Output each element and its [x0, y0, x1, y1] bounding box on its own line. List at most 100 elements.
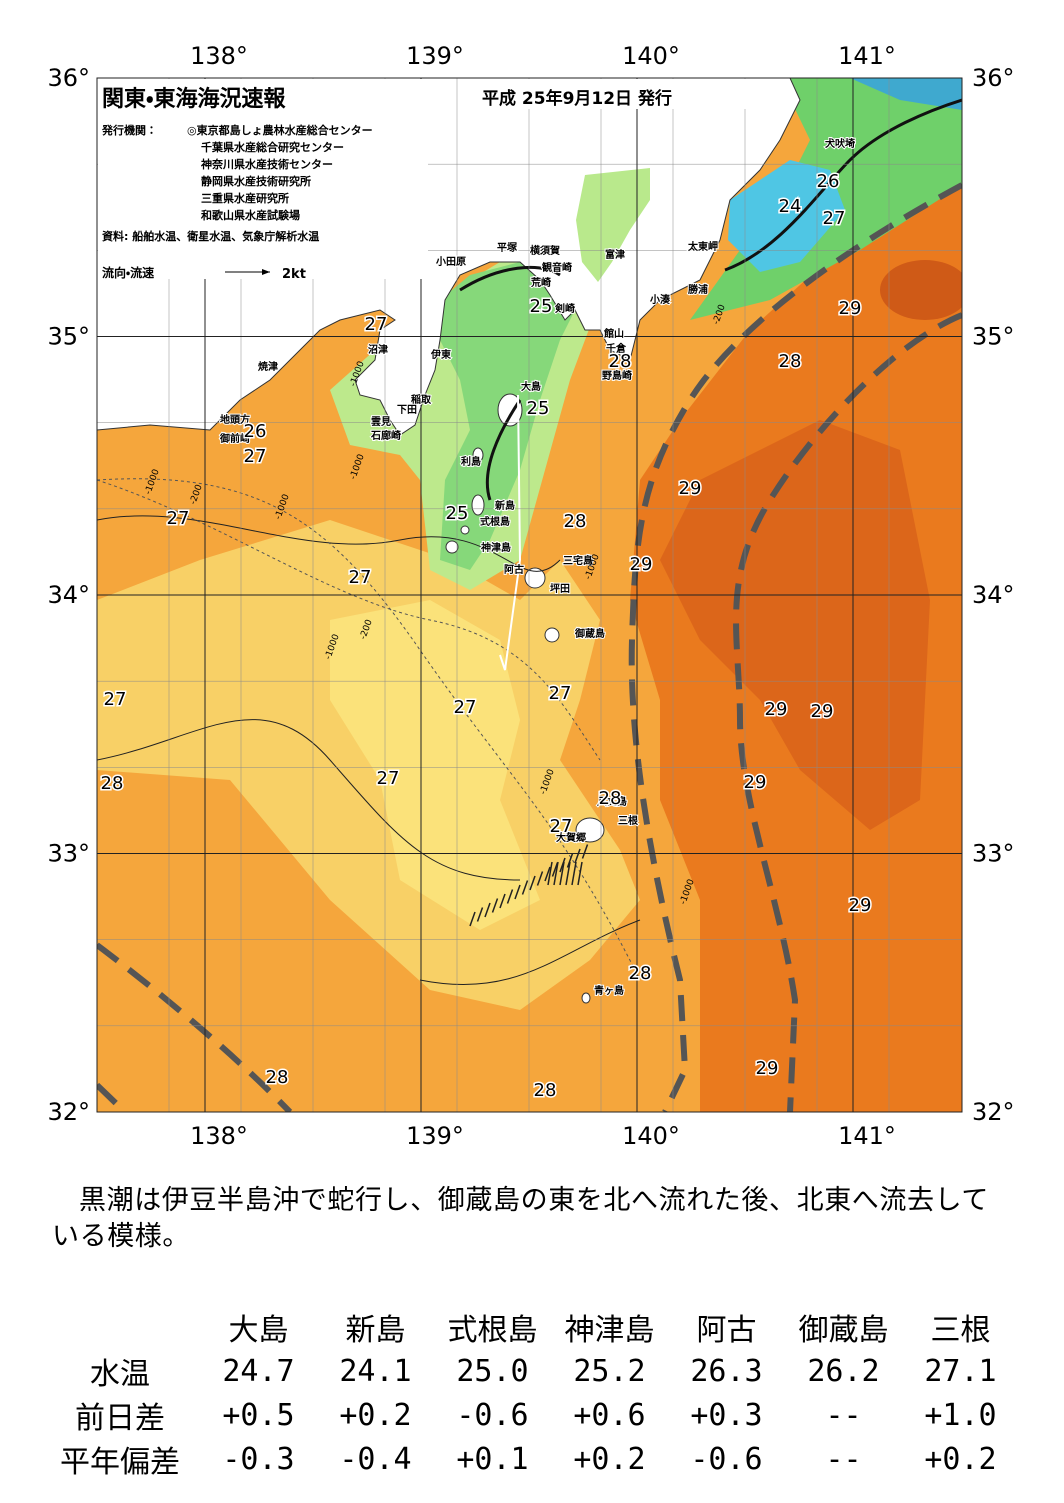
header-panel: [98, 79, 428, 279]
isotherm-label: 24: [779, 196, 802, 217]
table-cell: 27.1: [924, 1353, 997, 1389]
longitude-label: 138°: [190, 42, 248, 70]
longitude-label: 139°: [406, 42, 464, 70]
current-vector: [499, 893, 506, 909]
isotherm-label: 29: [756, 1058, 779, 1079]
issue-date: 平成 25年9月12日 発行: [482, 88, 672, 109]
isotherm-label: 26: [817, 171, 840, 192]
current-vector: [514, 884, 521, 900]
publisher-label: 発行機関：: [101, 123, 157, 137]
place-name: 富津: [605, 248, 625, 261]
isotherm-line: [419, 919, 641, 985]
column-header: 神津島: [564, 1313, 655, 1348]
column-header: 御蔵島: [798, 1313, 889, 1348]
table-row: 水温 24.7 24.1 25.0 25.2 26.3 26.2 27.1: [40, 1349, 1019, 1393]
place-name: 稲取: [411, 393, 432, 406]
isotherm-label: 25: [530, 296, 553, 317]
latitude-label: 33°: [47, 840, 90, 868]
isotherm-label: 27: [349, 567, 372, 588]
current-vector: [469, 911, 476, 927]
place-name: 下田: [397, 404, 417, 416]
current-vector: [566, 853, 574, 868]
place-name: 千倉: [606, 342, 627, 355]
current-vector: [559, 857, 566, 873]
table-cell: --: [825, 1397, 862, 1433]
table-cell: +0.2: [924, 1441, 997, 1477]
isotherm-label: 27: [550, 816, 573, 837]
current-vector: [521, 880, 529, 895]
current-vector: [571, 861, 577, 886]
island: [544, 627, 560, 643]
island: [581, 992, 591, 1004]
kuroshio-core: [660, 420, 930, 830]
place-name: 犬吠埼: [825, 137, 855, 150]
isotherm-label: 28: [779, 351, 802, 372]
table-header: 大島 新島 式根島 神津島 阿古 御蔵島 三根: [40, 1305, 1019, 1349]
place-name: 小田原: [435, 255, 466, 268]
place-name: 雲見: [371, 416, 391, 428]
corner-cell: [40, 1305, 200, 1349]
isotherm-label: 29: [811, 701, 834, 722]
table-cell: +0.1: [456, 1441, 529, 1477]
latitude-label: 34°: [972, 581, 1015, 609]
current-vector: [506, 889, 514, 904]
row-label: 前日差: [75, 1401, 165, 1436]
front-line: [485, 399, 522, 501]
summary-text: 黒潮は伊豆半島沖で蛇行し、御蔵島の東を北へ流れた後、北東へ流去している模様。: [52, 1185, 989, 1252]
place-name: 青ヶ島: [594, 984, 624, 997]
legend-scale: 2kt: [282, 267, 306, 282]
place-name: 大賀郷: [556, 831, 586, 844]
isotherm-label: 27: [365, 314, 388, 335]
latitude-label: 35°: [47, 323, 90, 351]
isotherm-label: 28: [609, 351, 632, 372]
map-frame: [96, 77, 963, 1113]
publisher: 神奈川県水産技術センター: [200, 157, 333, 171]
table-cell: 26.3: [690, 1353, 763, 1389]
place-name: 利島: [461, 455, 481, 468]
place-name: 沼津: [368, 343, 388, 356]
isotherm-label: 27: [377, 768, 400, 789]
island: [575, 817, 605, 843]
table-row: 前日差 +0.5 +0.2 -0.6 +0.6 +0.3 -- +1.0: [40, 1393, 1019, 1437]
place-name: 横須賀: [530, 244, 560, 257]
table-row: 平年偏差 -0.3 -0.4 +0.1 +0.2 -0.6 -- +0.2: [40, 1437, 1019, 1481]
row-label: 平年偏差: [60, 1445, 180, 1480]
isotherm-label: 27: [104, 689, 127, 710]
latitude-label: 33°: [972, 840, 1015, 868]
isotherm-label: 27: [167, 508, 190, 529]
isotherm-label: 25: [446, 503, 469, 524]
island: [471, 494, 485, 516]
island: [472, 447, 484, 463]
table-cell: +0.2: [339, 1397, 412, 1433]
table-cell: +0.3: [690, 1397, 763, 1433]
table-cell: 25.2: [573, 1353, 646, 1389]
current-vector: [547, 861, 553, 886]
isotherm-label: 25: [527, 398, 550, 419]
longitude-label: 139°: [406, 1122, 464, 1150]
place-name: 荒崎: [530, 276, 551, 289]
current-vector: [565, 861, 571, 886]
current-vector: [536, 871, 544, 886]
latitude-label: 32°: [972, 1098, 1015, 1126]
current-vector: [476, 907, 484, 922]
table-cell: 24.1: [339, 1353, 412, 1389]
place-name: 御蔵島: [574, 627, 605, 640]
kuroshio-axis: [97, 1082, 128, 1112]
legend-arrow-head: [262, 269, 270, 275]
current-vector: [551, 862, 559, 877]
data-source: 資料: 船舶水温、衛星水温、気象庁解析水温: [102, 229, 319, 243]
place-name: 館山: [603, 327, 624, 340]
header-panel: [470, 79, 750, 109]
isotherm-label: 29: [744, 772, 767, 793]
row-label: 水温: [90, 1357, 150, 1392]
place-name: 焼津: [258, 360, 278, 373]
place-name: 坪田: [550, 582, 570, 595]
isotherm-label: 27: [823, 208, 846, 229]
isotherm-label: 28: [629, 963, 652, 984]
column-header: 大島: [228, 1313, 289, 1348]
current-vector: [553, 861, 559, 886]
table-cell: +0.5: [222, 1397, 295, 1433]
warm-zone-pale: [330, 600, 540, 930]
latitude-label: 36°: [47, 64, 90, 92]
